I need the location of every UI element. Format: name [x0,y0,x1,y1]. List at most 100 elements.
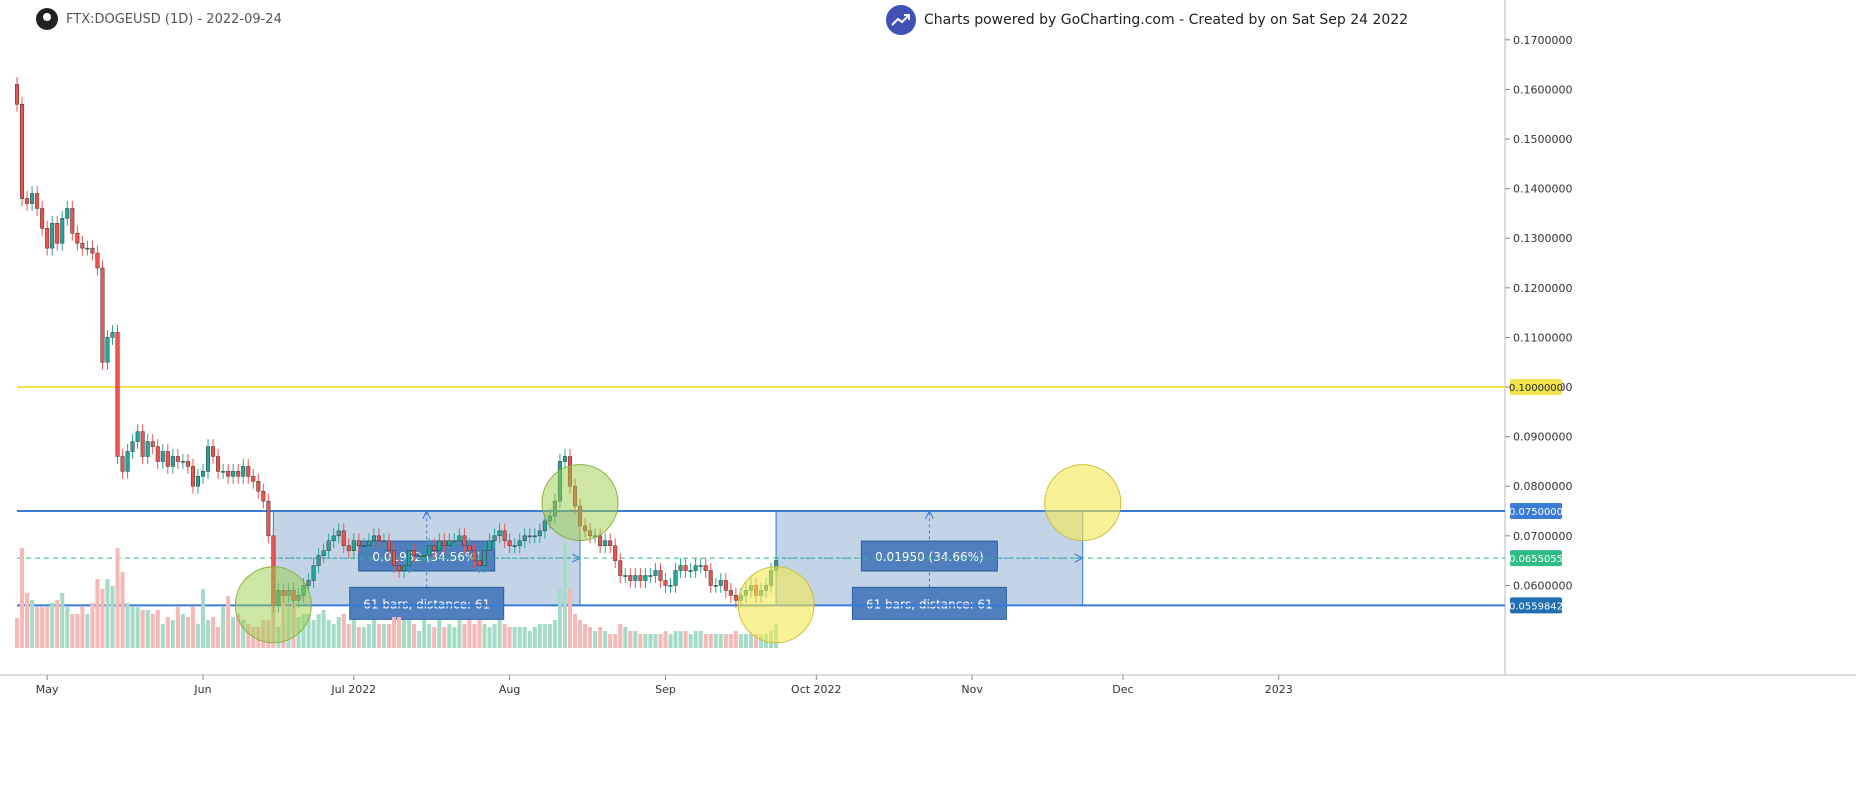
candle-body[interactable] [688,570,693,572]
candle-body[interactable] [361,545,366,548]
candle-body[interactable] [150,441,155,447]
candle-body[interactable] [437,540,442,551]
candle-body[interactable] [442,540,447,547]
candle-body[interactable] [95,252,100,269]
candle-body[interactable] [160,451,165,462]
candle-body[interactable] [497,530,502,537]
candle-body[interactable] [733,595,738,601]
candle-body[interactable] [482,550,487,566]
candle-body[interactable] [613,545,618,561]
candle-body[interactable] [728,590,733,596]
candle-body[interactable] [351,540,356,551]
candle-body[interactable] [693,565,698,571]
candle-body[interactable] [236,471,241,477]
candle-body[interactable] [447,540,452,547]
candle-body[interactable] [140,431,145,457]
candle-body[interactable] [678,565,683,571]
candle-body[interactable] [175,456,180,462]
candle-body[interactable] [376,535,381,542]
candle-body[interactable] [346,545,351,551]
candle-body[interactable] [326,540,331,551]
candle-body[interactable] [246,466,251,477]
candle-body[interactable] [45,228,50,249]
candle-body[interactable] [492,535,497,542]
candle-body[interactable] [683,565,688,571]
candle-body[interactable] [608,540,613,547]
candle-body[interactable] [633,575,638,581]
candle-body[interactable] [723,580,728,591]
candle-body[interactable] [190,466,195,487]
app-avatar-icon[interactable] [36,8,58,30]
candle-body[interactable] [261,490,266,502]
candle-body[interactable] [668,585,673,587]
candle-body[interactable] [130,441,135,452]
candle-body[interactable] [135,431,140,442]
candle-body[interactable] [50,223,55,249]
candle-body[interactable] [532,535,537,538]
candle-body[interactable] [115,332,120,457]
candle-body[interactable] [60,218,65,244]
candle-body[interactable] [185,461,190,467]
candle-body[interactable] [90,247,95,254]
candle-body[interactable] [402,565,407,571]
candle-body[interactable] [537,530,542,537]
candle-body[interactable] [221,471,226,473]
candle-body[interactable] [331,535,336,542]
candle-body[interactable] [618,560,623,576]
highlight-circle-3[interactable] [737,566,815,644]
candle-body[interactable] [658,570,663,581]
candle-body[interactable] [698,565,703,567]
candle-body[interactable] [321,550,326,556]
candle-body[interactable] [120,456,125,472]
gocharting-logo-icon[interactable] [886,5,916,35]
candle-body[interactable] [241,466,246,477]
candle-body[interactable] [628,575,633,581]
candle-body[interactable] [381,540,386,543]
candle-body[interactable] [25,198,30,204]
candle-body[interactable] [55,223,60,244]
candle-body[interactable] [452,540,457,543]
candle-body[interactable] [653,570,658,576]
candle-body[interactable] [165,451,170,467]
candle-body[interactable] [195,476,200,487]
candle-body[interactable] [125,451,130,472]
candle-body[interactable] [397,565,402,571]
candle-body[interactable] [412,550,417,556]
candle-body[interactable] [663,580,668,586]
candle-body[interactable] [65,208,70,219]
candle-body[interactable] [356,540,361,547]
candle-body[interactable] [703,565,708,571]
candle-body[interactable] [100,267,105,363]
candle-body[interactable] [40,208,45,229]
candle-body[interactable] [256,481,261,492]
candle-body[interactable] [371,535,376,542]
candle-body[interactable] [35,193,40,209]
candle-body[interactable] [266,500,271,537]
candle-body[interactable] [422,555,427,557]
candle-body[interactable] [562,456,567,462]
candle-body[interactable] [14,84,20,105]
candle-body[interactable] [432,545,437,551]
candle-body[interactable] [80,242,85,249]
candle-body[interactable] [512,545,517,548]
highlight-circle-2[interactable] [541,464,619,542]
candle-body[interactable] [718,580,723,586]
candle-body[interactable] [200,471,206,477]
candle-body[interactable] [643,575,648,581]
candle-body[interactable] [457,535,462,542]
candle-body[interactable] [542,520,547,532]
candle-body[interactable] [648,575,653,577]
candle-body[interactable] [251,476,256,482]
candle-body[interactable] [477,560,482,566]
candle-body[interactable] [20,104,25,199]
candle-body[interactable] [306,580,311,586]
candle-body[interactable] [407,550,412,566]
candle-body[interactable] [673,570,678,586]
candle-body[interactable] [155,446,160,462]
candle-body[interactable] [392,550,397,566]
highlight-circle-4[interactable] [1044,464,1122,542]
candle-body[interactable] [316,555,321,566]
candle-body[interactable] [623,575,628,577]
candle-body[interactable] [110,332,115,338]
